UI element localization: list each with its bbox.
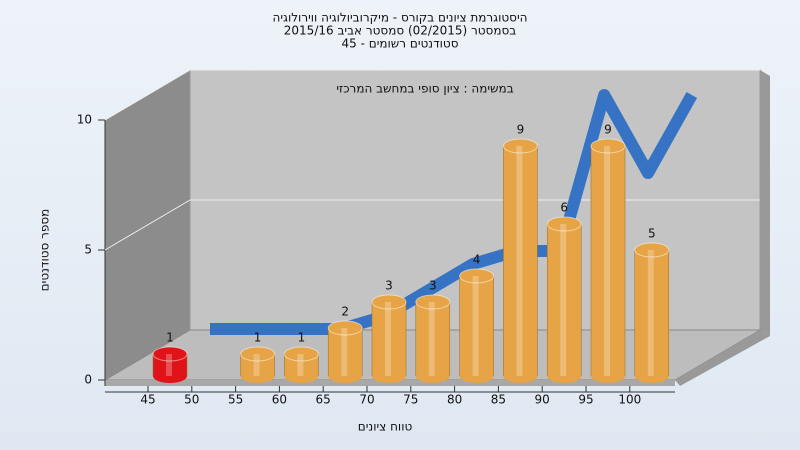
bar-highlight (166, 354, 172, 376)
bar (546, 223, 582, 377)
grid-line (104, 199, 191, 251)
y-axis-label: מספר סטודנטים (38, 209, 52, 292)
x-tick-label: 55 (228, 393, 243, 407)
x-tick-label: 90 (535, 393, 550, 407)
y-tick-label: 0 (84, 373, 92, 387)
title-line: בסמסטר (02/2015) סמסטר אביב 2015/16 (284, 24, 516, 38)
data-label: 4 (473, 253, 481, 267)
bar-top (590, 138, 626, 154)
bar-bottom (415, 369, 450, 383)
title-line: סטודנטים רשומים - 45 (341, 37, 458, 51)
bar-top (283, 346, 319, 362)
bar-highlight (647, 250, 654, 376)
data-label: 3 (385, 279, 393, 293)
data-label: 1 (298, 331, 306, 345)
bar-highlight (604, 146, 610, 376)
bar-top (502, 138, 538, 154)
bar-highlight (560, 224, 567, 376)
title-line: היסטוגרמת ציונים בקורס - מיקרוביולוגיה ו… (273, 11, 528, 25)
bar-highlight (253, 354, 260, 376)
x-tick-label: 45 (140, 393, 155, 407)
x-tick-label: 75 (403, 393, 418, 407)
data-label: 5 (648, 227, 656, 241)
bar-highlight (341, 328, 348, 376)
bar-bottom (328, 369, 363, 383)
x-axis-label: טווח ציונים (358, 420, 413, 434)
bar-top (327, 320, 363, 336)
data-label: 1 (254, 331, 262, 345)
bar-top (459, 268, 495, 284)
floor-edge (675, 330, 770, 386)
data-label: 9 (604, 123, 612, 137)
bar-top (546, 216, 582, 232)
bar-bottom (591, 369, 625, 383)
bar-bottom (634, 369, 669, 383)
bar-highlight (385, 302, 391, 376)
x-tick-label: 95 (578, 393, 593, 407)
x-tick-label: 70 (359, 393, 374, 407)
bar-top (371, 294, 407, 310)
data-label: 3 (429, 279, 437, 293)
bar-bottom (284, 369, 319, 383)
data-label: 6 (560, 201, 568, 215)
y-tick-label: 5 (84, 243, 92, 257)
bar-top (634, 242, 670, 258)
bar-highlight (516, 146, 523, 376)
bar-bottom (372, 369, 406, 383)
x-tick-label: 65 (316, 393, 331, 407)
bar-top (152, 346, 188, 362)
x-tick-label: 80 (447, 393, 462, 407)
bar-highlight (472, 276, 479, 376)
trend-ribbon (210, 89, 698, 335)
bar-bottom (240, 369, 275, 383)
bar-top (240, 346, 276, 362)
y-tick-label: 10 (77, 113, 92, 127)
bar-top (415, 294, 451, 310)
subtitle: במשימה : ציון סופי במחשב המרכזי (336, 82, 513, 96)
bar (371, 301, 407, 377)
data-label: 2 (341, 305, 349, 319)
bar-bottom (503, 369, 538, 383)
x-tick-label: 50 (184, 393, 199, 407)
bar (634, 249, 670, 377)
bar-bottom (153, 369, 187, 383)
x-tick-label: 60 (272, 393, 287, 407)
bar (590, 145, 626, 377)
x-tick-label: 85 (491, 393, 506, 407)
bar-bottom (547, 369, 582, 383)
wall-edge (760, 70, 770, 336)
bar-highlight (428, 302, 435, 376)
x-tick-label: 100 (618, 393, 641, 407)
grid-line (104, 69, 191, 121)
data-label: 9 (517, 123, 525, 137)
bar-bottom (459, 369, 494, 383)
bar (327, 327, 363, 377)
data-label: 1 (166, 331, 174, 345)
bar (459, 275, 494, 377)
bar-highlight (297, 354, 304, 376)
